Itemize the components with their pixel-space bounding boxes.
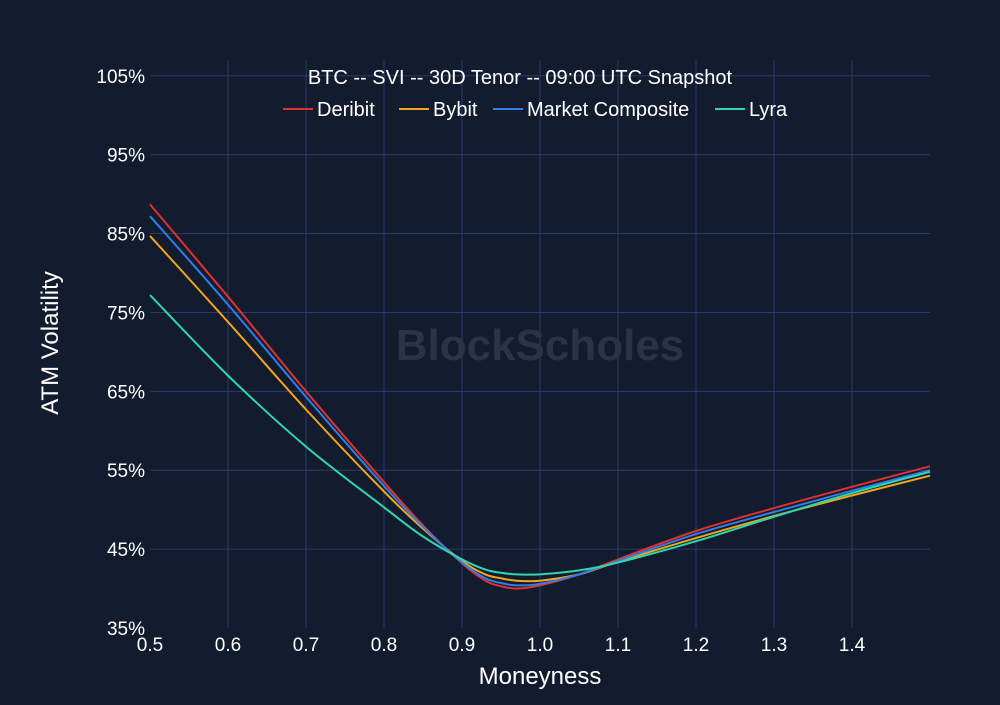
series-line-deribit — [149, 203, 931, 590]
x-tick-label: 0.8 — [371, 635, 397, 656]
chart-title: BTC -- SVI -- 30D Tenor -- 09:00 UTC Sna… — [308, 67, 733, 89]
x-tick-label: 1.1 — [605, 635, 631, 656]
series-lines — [149, 203, 931, 590]
grid — [150, 60, 930, 628]
y-tick-label: 65% — [107, 382, 145, 403]
watermark-logo: BlockScholes — [396, 321, 685, 370]
y-tick-label: 75% — [107, 303, 145, 324]
y-tick-label: 35% — [107, 619, 145, 640]
y-tick-label: 85% — [107, 225, 145, 246]
x-tick-label: 0.6 — [215, 635, 241, 656]
x-tick-label: 1.3 — [761, 635, 787, 656]
x-tick-label: 0.9 — [449, 635, 475, 656]
x-tick-label: 1.0 — [527, 635, 553, 656]
x-tick-label: 0.5 — [137, 635, 163, 656]
legend-label: Market Composite — [527, 99, 689, 121]
y-axis-title: ATM Volatility — [37, 271, 64, 415]
x-tick-label: 0.7 — [293, 635, 319, 656]
x-axis-title: Moneyness — [479, 663, 602, 690]
legend-item-deribit[interactable]: Deribit — [283, 99, 375, 121]
y-tick-label: 105% — [96, 67, 145, 88]
legend-item-bybit[interactable]: Bybit — [399, 99, 478, 121]
legend-item-market-composite[interactable]: Market Composite — [493, 99, 689, 121]
legend-item-lyra[interactable]: Lyra — [715, 99, 788, 121]
x-tick-label: 1.4 — [839, 635, 866, 656]
x-tick-label: 1.2 — [683, 635, 709, 656]
legend-label: Bybit — [433, 99, 478, 121]
y-tick-label: 95% — [107, 146, 145, 167]
series-line-bybit — [149, 235, 931, 583]
series-line-lyra — [149, 294, 931, 576]
y-tick-labels: 35% 45% 55% 65% 75% 85% 95% 105% — [96, 67, 145, 640]
y-tick-label: 55% — [107, 461, 145, 482]
legend-label: Deribit — [317, 99, 375, 121]
legend[interactable]: Deribit Bybit Market Composite Lyra — [283, 99, 788, 121]
legend-label: Lyra — [749, 99, 788, 121]
x-tick-labels: 0.5 0.6 0.7 0.8 0.9 1.0 1.1 1.2 1.3 1.4 — [137, 635, 866, 656]
series-line-market-composite — [149, 215, 931, 587]
y-tick-label: 45% — [107, 540, 145, 561]
